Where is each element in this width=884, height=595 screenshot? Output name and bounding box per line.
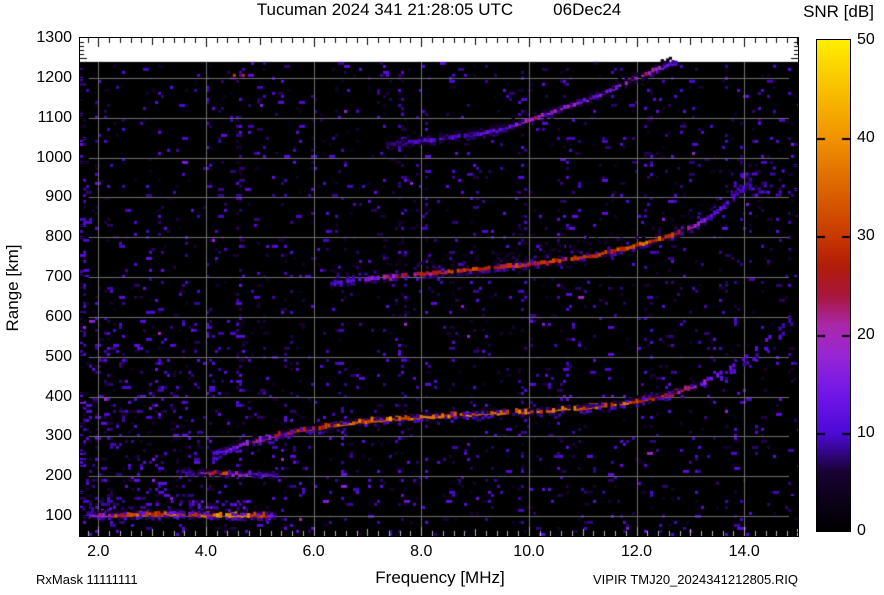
data-file-name: VIPIR TMJ20_2024341212805.RIQ: [592, 572, 798, 587]
y-tick-label: 300: [45, 427, 72, 445]
y-tick-label: 1100: [37, 108, 72, 126]
colorbar-canvas: [816, 39, 851, 532]
x-tick-label: 14.0: [728, 543, 760, 560]
x-tick-label: 8.0: [410, 543, 433, 560]
colorbar-tick-label: 40: [857, 129, 875, 147]
x-tick-label: 12.0: [620, 543, 653, 560]
y-tick-label: 900: [45, 188, 72, 206]
colorbar-title: SNR [dB]: [803, 2, 874, 21]
x-tick-label: 4.0: [194, 543, 218, 560]
y-tick-label: 400: [45, 387, 72, 405]
y-axis-label: Range [km]: [3, 244, 22, 332]
station-time-title: Tucuman 2024 341 21:28:05 UTC: [256, 0, 514, 19]
colorbar-tick-label: 10: [857, 423, 875, 441]
colorbar-tick-label: 30: [857, 227, 875, 245]
colorbar-tick-label: 50: [857, 31, 875, 48]
figure-title: Tucuman 2024 341 21:28:05 UTC 06Dec24: [80, 0, 798, 26]
y-tick-label: 600: [45, 307, 72, 325]
x-axis-label: Frequency [MHz]: [375, 568, 505, 587]
x-tick-label: 10.0: [513, 543, 545, 560]
y-tick-label: 800: [45, 228, 72, 246]
date-title: 06Dec24: [553, 0, 622, 19]
y-tick-label: 1200: [36, 68, 72, 86]
colorbar-tick-label: 0: [857, 522, 866, 539]
x-tick-label: 6.0: [302, 543, 325, 560]
x-tick-label: 2.0: [87, 543, 110, 560]
rx-mask-text: RxMask 11111111: [36, 572, 138, 587]
y-tick-label: 200: [45, 467, 72, 485]
y-tick-label: 1300: [36, 29, 72, 46]
colorbar-tick-label: 20: [857, 325, 875, 343]
ionogram-heatmap-canvas: [79, 37, 799, 537]
y-tick-label: 1000: [36, 148, 72, 166]
y-tick-label: 100: [45, 507, 72, 525]
y-tick-label: 500: [45, 347, 72, 365]
y-tick-label: 700: [45, 268, 72, 286]
